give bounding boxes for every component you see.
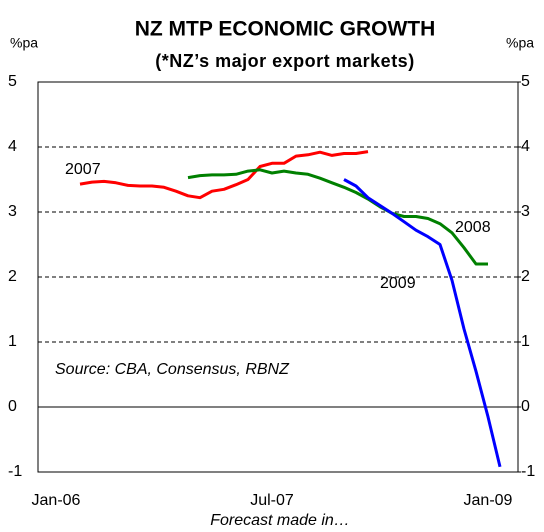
x-tick-label: Jul-07 — [250, 492, 294, 509]
y-unit-left: %pa — [10, 35, 38, 51]
y-tick-label: 5 — [8, 73, 17, 90]
y-unit-right: %pa — [506, 35, 534, 51]
y-tick-label: 2 — [8, 268, 17, 285]
series-label: 2007 — [65, 161, 101, 178]
y2-tick-label: 0 — [521, 398, 530, 415]
y-tick-label: 0 — [8, 398, 17, 415]
chart-title: NZ MTP ECONOMIC GROWTH — [135, 18, 436, 41]
y-tick-label: -1 — [8, 463, 22, 480]
x-tick-label: Jan-06 — [32, 492, 81, 509]
series-line — [187, 168, 488, 266]
series-label: 2009 — [380, 275, 416, 292]
source-note: Source: CBA, Consensus, RBNZ — [55, 361, 290, 378]
y2-tick-label: 2 — [521, 268, 530, 285]
y2-tick-label: 1 — [521, 333, 530, 350]
chart-subtitle: (*NZ’s major export markets) — [155, 51, 414, 71]
series-label: 2008 — [455, 219, 491, 236]
y2-tick-label: -1 — [521, 463, 535, 480]
y2-tick-label: 3 — [521, 203, 530, 220]
series-line — [343, 178, 502, 468]
y2-tick-label: 5 — [521, 73, 530, 90]
x-tick-label: Jan-09 — [464, 492, 513, 509]
x-axis-label: Forecast made in… — [210, 512, 350, 529]
y-tick-label: 1 — [8, 333, 17, 350]
y-tick-label: 4 — [8, 138, 17, 155]
y-tick-label: 3 — [8, 203, 17, 220]
y2-tick-label: 4 — [521, 138, 530, 155]
series-line — [79, 150, 369, 200]
